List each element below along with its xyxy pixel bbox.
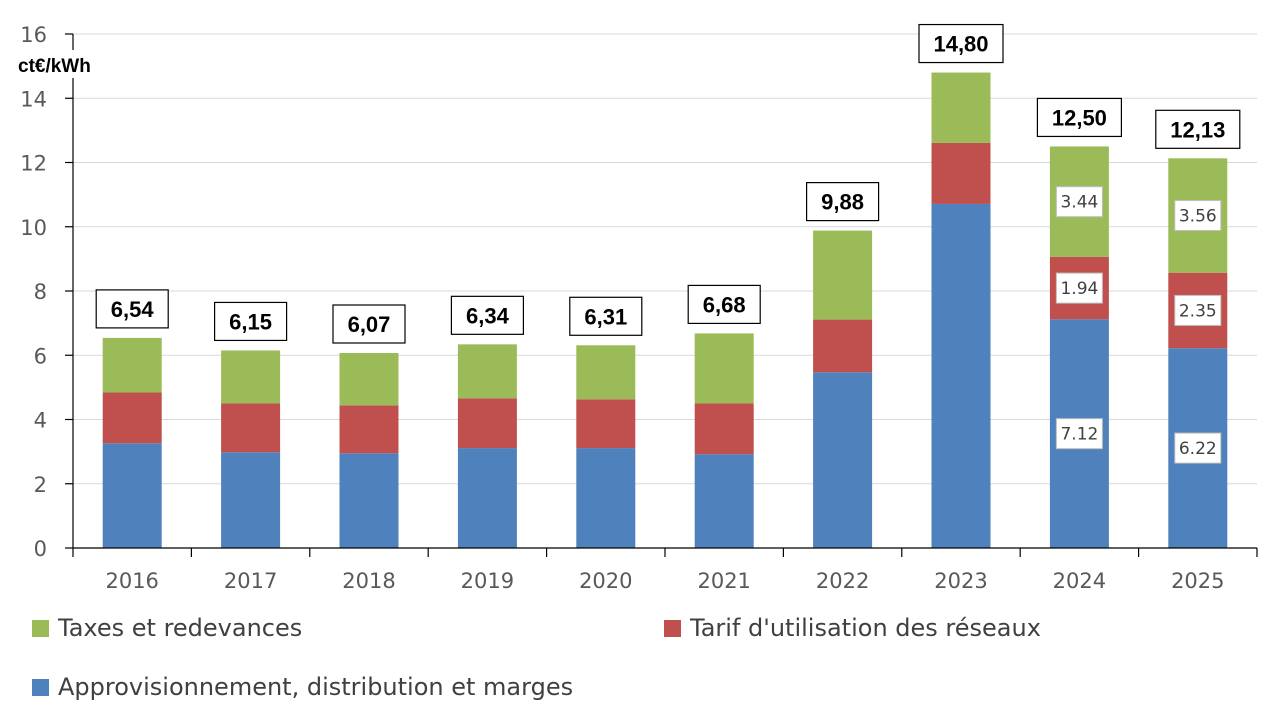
bar-segment-tarif xyxy=(813,319,873,373)
segment-value-label: 2.35 xyxy=(1179,301,1217,321)
total-label-box xyxy=(450,295,524,335)
x-tick-label: 2023 xyxy=(934,569,987,593)
bar-segment-tarif xyxy=(457,398,517,449)
y-tick-label: 12 xyxy=(20,152,47,176)
segment-label-box xyxy=(1055,418,1103,450)
legend-label: Approvisionnement, distribution et marge… xyxy=(58,673,574,701)
legend-label: Taxes et redevances xyxy=(58,614,303,642)
y-tick-label: 6 xyxy=(34,344,47,368)
bar-segment-taxes xyxy=(576,345,636,400)
segment-value-label: 7.12 xyxy=(1060,425,1098,445)
total-value-label: 6,15 xyxy=(229,309,272,334)
segment-label-box xyxy=(1174,294,1222,326)
x-tick-label: 2025 xyxy=(1171,569,1224,593)
x-tick-label: 2016 xyxy=(105,569,158,593)
total-label-box xyxy=(687,284,761,325)
bar-segment-taxes xyxy=(102,337,162,393)
total-label-box xyxy=(1155,109,1241,149)
x-tick-label: 2019 xyxy=(461,569,514,593)
segment-label-box xyxy=(1055,272,1103,304)
x-tick-label: 2017 xyxy=(224,569,277,593)
y-tick-label: 4 xyxy=(34,409,47,433)
bar-segment-approvisionnement xyxy=(813,372,873,548)
x-tick-label: 2022 xyxy=(816,569,869,593)
segment-labels: 7.12 1.94 3.44 6.22 2.35 3.56 xyxy=(1055,186,1222,464)
total-value-label: 6,54 xyxy=(111,297,155,322)
bar-segment-approvisionnement xyxy=(931,203,991,548)
legend-item-approvisionnement: Approvisionnement, distribution et marge… xyxy=(32,673,573,701)
total-value-label: 6,07 xyxy=(348,312,391,337)
total-value-label: 12,13 xyxy=(1170,117,1225,142)
y-tick-labels: 0 2 4 6 8 10 12 14 16 xyxy=(20,23,47,561)
bar-segment-taxes xyxy=(813,230,873,320)
x-tick-label: 2024 xyxy=(1053,569,1106,593)
bar-segment-taxes xyxy=(221,350,281,404)
y-tick-label: 14 xyxy=(20,87,47,111)
x-tick-label: 2020 xyxy=(579,569,632,593)
total-value-label: 12,50 xyxy=(1052,105,1107,130)
legend-label: Tarif d'utilisation des réseaux xyxy=(690,614,1041,642)
bar-segment-taxes xyxy=(694,333,754,404)
total-label-box xyxy=(918,23,1004,64)
bar-segment-approvisionnement xyxy=(102,443,162,548)
bar-segment-tarif xyxy=(576,399,636,449)
total-value-label: 6,68 xyxy=(703,292,746,317)
y-tick-label: 16 xyxy=(20,23,47,47)
total-label-box xyxy=(805,182,880,222)
bar-segment-approvisionnement xyxy=(339,453,399,548)
bar-segment-tarif xyxy=(339,405,399,454)
segment-label-box xyxy=(1055,186,1103,218)
x-tick-labels: 2016 2017 2018 2019 2020 2021 2022 2023 2024 2025 xyxy=(105,569,1224,593)
segment-value-label: 3.56 xyxy=(1179,207,1217,227)
y-tick-label: 2 xyxy=(34,473,47,497)
bar-segment-taxes xyxy=(457,344,517,399)
total-label-box xyxy=(332,304,406,344)
segment-label-box xyxy=(1174,200,1222,232)
y-axis-label: ct€/kWh xyxy=(18,56,91,77)
total-labels: 6,54 6,15 6,07 6,34 6,31 6,68 9,88 14,80 12,50 12… xyxy=(95,23,1241,344)
bar-segment-tarif xyxy=(221,403,281,453)
total-label-box xyxy=(214,301,288,342)
bar-segment-approvisionnement xyxy=(576,448,636,548)
segment-value-label: 3.44 xyxy=(1060,193,1098,213)
legend-item-taxes: Taxes et redevances xyxy=(32,614,302,642)
x-tick-label: 2021 xyxy=(697,569,750,593)
x-tick-label: 2018 xyxy=(342,569,395,593)
total-value-label: 6,31 xyxy=(584,304,627,329)
total-value-label: 9,88 xyxy=(821,190,864,215)
bar-segment-approvisionnement xyxy=(694,454,754,548)
y-tick-label: 10 xyxy=(20,216,47,240)
total-label-box xyxy=(569,296,643,336)
segment-label-box xyxy=(1174,432,1222,464)
segment-value-label: 6.22 xyxy=(1179,439,1217,459)
total-value-label: 6,34 xyxy=(466,303,510,328)
legend-item-tarif: Tarif d'utilisation des réseaux xyxy=(664,614,1041,642)
legend-swatch-green xyxy=(32,619,49,637)
bar-segment-taxes xyxy=(339,353,399,406)
bar-segment-taxes xyxy=(931,72,991,143)
bar-segment-tarif xyxy=(931,142,991,204)
total-value-label: 14,80 xyxy=(933,32,988,57)
segment-value-label: 1.94 xyxy=(1060,279,1098,299)
bar-segment-approvisionnement xyxy=(221,452,281,548)
legend-swatch-blue xyxy=(32,678,49,696)
total-label-box xyxy=(1036,97,1123,138)
bar-segment-tarif xyxy=(694,403,754,455)
y-tick-label: 8 xyxy=(34,280,47,304)
bar-segment-approvisionnement xyxy=(457,448,517,548)
legend-swatch-red xyxy=(664,619,681,637)
y-axis-unit: ct€/kWh xyxy=(14,50,132,78)
y-tick-label: 0 xyxy=(34,537,47,561)
total-label-box xyxy=(95,289,169,329)
axes xyxy=(65,33,1258,557)
bar-segment-tarif xyxy=(102,392,162,444)
